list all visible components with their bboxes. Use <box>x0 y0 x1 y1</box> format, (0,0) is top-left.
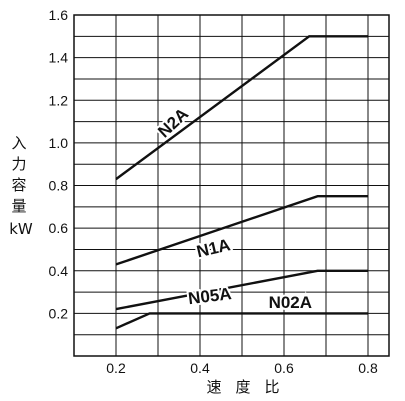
y-axis-unit: kW <box>9 220 33 238</box>
plot-frame <box>73 14 390 357</box>
series-line-n05a <box>115 269 368 311</box>
y-axis-label-char: 入 <box>11 134 26 152</box>
series-line-n1a <box>115 194 368 266</box>
y-tick-label: 1.0 <box>49 135 69 151</box>
x-tick-label: 0.8 <box>358 360 378 376</box>
y-tick-label: 1.4 <box>49 50 69 66</box>
x-axis-label: 速度比 <box>206 378 279 396</box>
series-label-n05a: N05A <box>187 284 232 308</box>
plot-border <box>73 14 390 357</box>
x-axis-label-char: 速 <box>206 378 221 396</box>
x-tick-label: 0.6 <box>274 360 294 376</box>
series-line-n02a <box>115 312 368 330</box>
y-axis-label-char: 容 <box>11 176 26 194</box>
y-tick-labels: 0.2 0.4 0.6 0.8 1.0 1.2 1.4 1.6 <box>49 7 69 321</box>
series-label-n02a: N02A <box>269 293 312 312</box>
y-tick-label: 0.4 <box>49 263 69 279</box>
y-tick-label: 0.2 <box>49 305 69 321</box>
series-line-n2a <box>115 35 368 181</box>
y-tick-label: 1.6 <box>49 7 69 23</box>
grid <box>74 15 389 356</box>
y-axis-label-char: 力 <box>11 155 26 173</box>
y-tick-label: 1.2 <box>49 92 69 108</box>
series-label-n2a: N2A <box>154 104 192 141</box>
x-tick-label: 0.4 <box>190 360 210 376</box>
y-axis-label-char: 量 <box>11 197 26 215</box>
y-tick-label: 0.8 <box>49 178 69 194</box>
y-tick-label: 0.6 <box>49 220 69 236</box>
series-lines <box>115 35 368 330</box>
x-tick-label: 0.2 <box>106 360 126 376</box>
x-tick-labels: 0.2 0.4 0.6 0.8 <box>106 360 378 376</box>
x-axis-label-char: 度 <box>235 378 250 396</box>
x-axis-label-char: 比 <box>264 378 279 396</box>
